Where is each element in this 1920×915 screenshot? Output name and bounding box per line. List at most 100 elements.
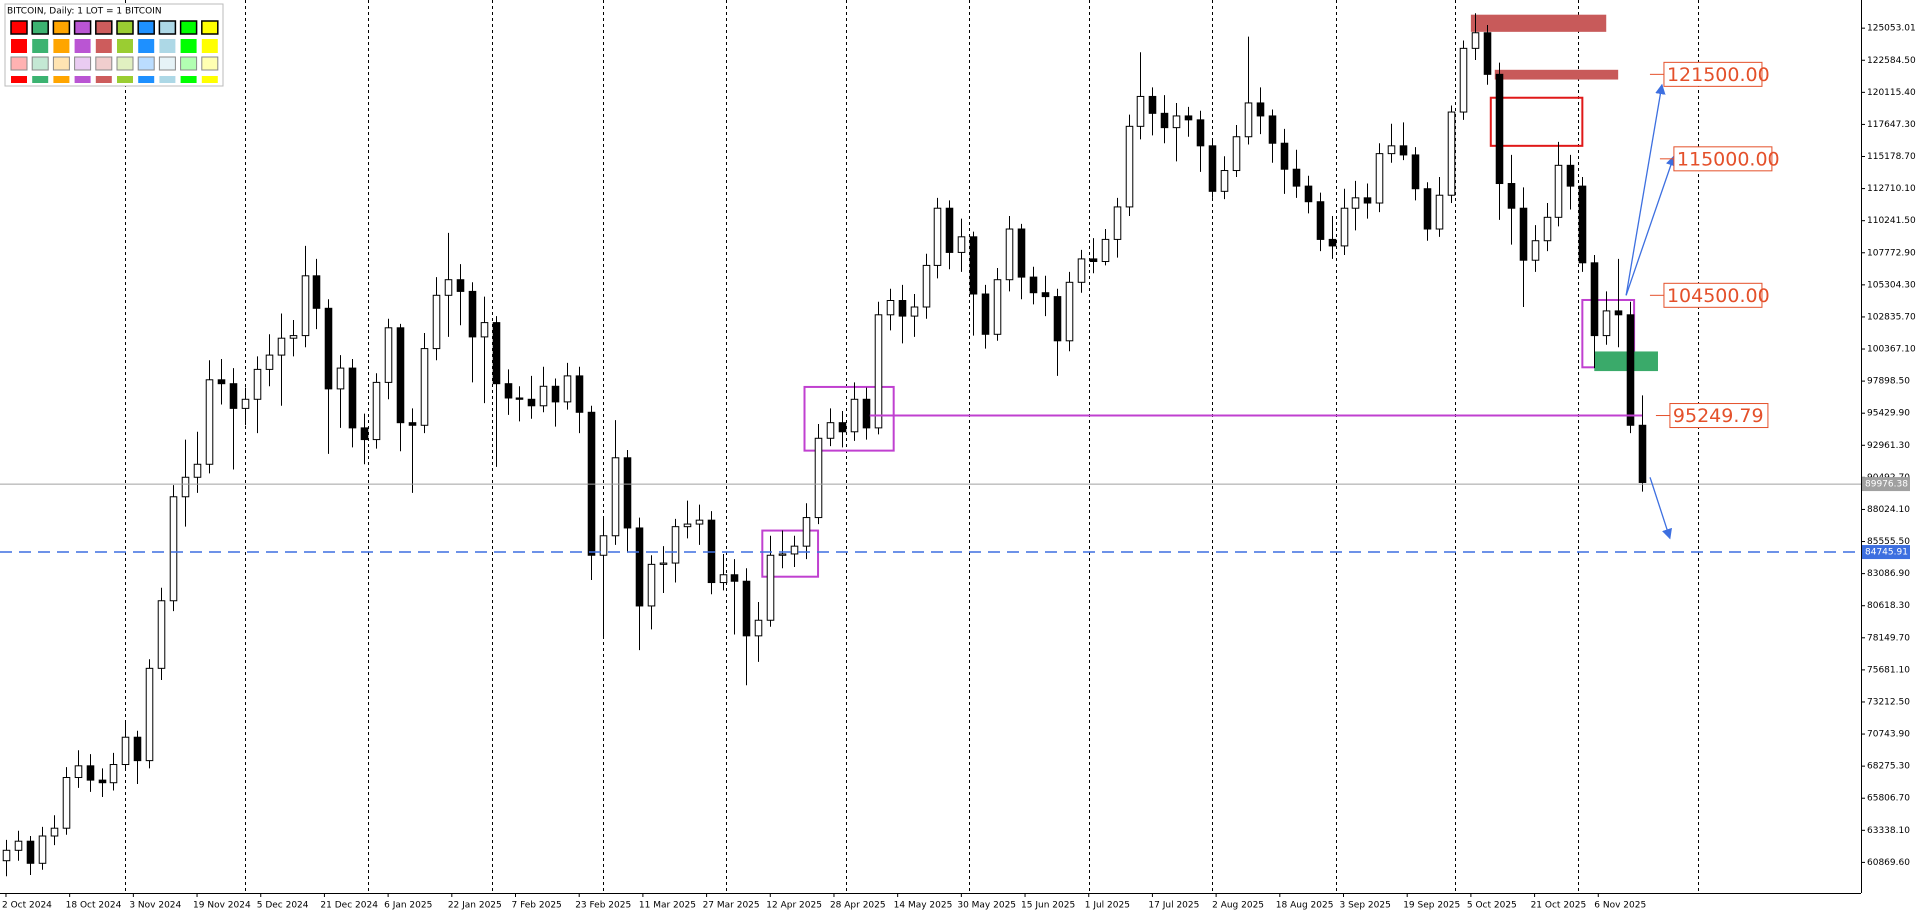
candle-body bbox=[1387, 145, 1396, 155]
palette-swatch bbox=[201, 39, 218, 53]
y-tick-label: 68275.30 bbox=[1867, 762, 1910, 772]
palette-swatch bbox=[10, 20, 28, 35]
palette-swatch bbox=[117, 39, 133, 53]
y-tick-label: 112710.10 bbox=[1867, 184, 1916, 194]
candle-body bbox=[1065, 281, 1074, 342]
candle-body bbox=[1375, 153, 1384, 204]
annotation-label: 121500.00 bbox=[1667, 64, 1770, 86]
y-tick-label: 102835.70 bbox=[1867, 312, 1916, 322]
annotation-box bbox=[1663, 282, 1763, 308]
candle-body bbox=[1626, 314, 1635, 426]
x-tick-label: 27 Mar 2025 bbox=[703, 901, 760, 911]
candle-body bbox=[1519, 207, 1528, 261]
candles bbox=[2, 13, 1647, 877]
zone bbox=[803, 385, 895, 452]
candle-body bbox=[1280, 142, 1289, 170]
candle-body bbox=[348, 367, 357, 429]
y-tick-label: 115178.70 bbox=[1867, 152, 1916, 162]
candle-body bbox=[26, 840, 35, 864]
candle-body bbox=[157, 600, 166, 669]
candle-body bbox=[1160, 112, 1169, 129]
candle-body bbox=[1590, 262, 1599, 337]
candle-body bbox=[277, 337, 286, 356]
x-tick-label: 2 Oct 2024 bbox=[2, 901, 52, 911]
candle-body bbox=[1340, 207, 1349, 247]
candle-body bbox=[1089, 258, 1098, 263]
candle-body bbox=[38, 835, 47, 864]
candle-body bbox=[575, 375, 584, 413]
candle-body bbox=[862, 398, 871, 429]
candle-body bbox=[1602, 310, 1611, 337]
palette-swatch bbox=[95, 76, 112, 83]
candle-body bbox=[659, 562, 668, 565]
candle-body bbox=[1351, 197, 1360, 209]
palette-swatch bbox=[158, 20, 177, 35]
candle-body bbox=[217, 379, 226, 385]
x-tick-label: 30 May 2025 bbox=[957, 901, 1016, 911]
candle-body bbox=[98, 779, 107, 784]
candle-body bbox=[480, 322, 489, 338]
candle-body bbox=[1578, 185, 1587, 264]
candle-body bbox=[981, 293, 990, 335]
zone bbox=[1489, 96, 1584, 147]
palette-swatch bbox=[138, 39, 155, 53]
candle-body bbox=[1029, 276, 1038, 294]
y-tick-label: 60869.60 bbox=[1867, 858, 1910, 868]
palette-swatch bbox=[180, 56, 198, 71]
y-tick-label: 105304.30 bbox=[1867, 280, 1916, 290]
candle-body bbox=[898, 300, 907, 317]
candle-body bbox=[14, 840, 23, 851]
palette-swatch bbox=[201, 56, 219, 71]
y-tick-label: 83086.90 bbox=[1867, 569, 1910, 579]
y-tick-label: 80618.30 bbox=[1867, 601, 1910, 611]
x-tick-label: 7 Feb 2025 bbox=[512, 901, 562, 911]
candle-body bbox=[444, 279, 453, 296]
palette-swatch bbox=[31, 20, 49, 35]
y-tick-label: 88024.10 bbox=[1867, 505, 1910, 515]
candle-body bbox=[790, 545, 799, 555]
candle-body bbox=[312, 275, 321, 309]
x-tick-label: 5 Dec 2024 bbox=[257, 901, 309, 911]
candle-body bbox=[766, 554, 775, 621]
candle-body bbox=[599, 535, 608, 556]
candle-body bbox=[205, 379, 214, 465]
candle-body bbox=[265, 354, 274, 370]
y-tick-label: 107772.90 bbox=[1867, 248, 1916, 258]
candle-body bbox=[969, 236, 978, 295]
candle-body bbox=[1196, 119, 1205, 147]
palette-swatch bbox=[137, 20, 155, 35]
annotation-label: 104500.00 bbox=[1667, 285, 1770, 307]
price-label-bg bbox=[1862, 477, 1910, 492]
annotation-box bbox=[1669, 403, 1769, 429]
candle-body bbox=[1531, 240, 1540, 261]
candle-body bbox=[611, 457, 620, 537]
candle-body bbox=[1447, 111, 1456, 196]
palette-swatch bbox=[138, 76, 155, 83]
y-tick-label: 97898.50 bbox=[1867, 377, 1910, 387]
candle-body bbox=[468, 290, 477, 338]
palette-swatch bbox=[158, 56, 176, 71]
x-tick-label: 3 Sep 2025 bbox=[1340, 901, 1391, 911]
candle-body bbox=[420, 348, 429, 426]
candle-body bbox=[1101, 238, 1110, 263]
price-label: 89976.38 bbox=[1865, 480, 1908, 490]
x-tick-label: 6 Nov 2025 bbox=[1594, 901, 1646, 911]
y-tick-label: 92961.30 bbox=[1867, 441, 1910, 451]
candle-body bbox=[1316, 201, 1325, 240]
candle-body bbox=[408, 422, 417, 426]
candle-body bbox=[62, 777, 71, 829]
candle-body bbox=[1220, 170, 1229, 192]
palette-swatch bbox=[95, 56, 113, 71]
chart-title: BITCOIN, Daily: 1 LOT = 1 BITCOIN bbox=[7, 7, 162, 17]
zone bbox=[761, 529, 820, 578]
candle-body bbox=[874, 314, 883, 429]
candle-body bbox=[1005, 228, 1014, 281]
candle-body bbox=[1053, 296, 1062, 342]
annotation-label: 95249.79 bbox=[1673, 405, 1764, 427]
candle-body bbox=[850, 398, 859, 433]
palette-swatch bbox=[180, 39, 197, 53]
palette-swatch bbox=[159, 76, 176, 83]
candle-body bbox=[1614, 310, 1623, 316]
candle-body bbox=[993, 279, 1002, 335]
